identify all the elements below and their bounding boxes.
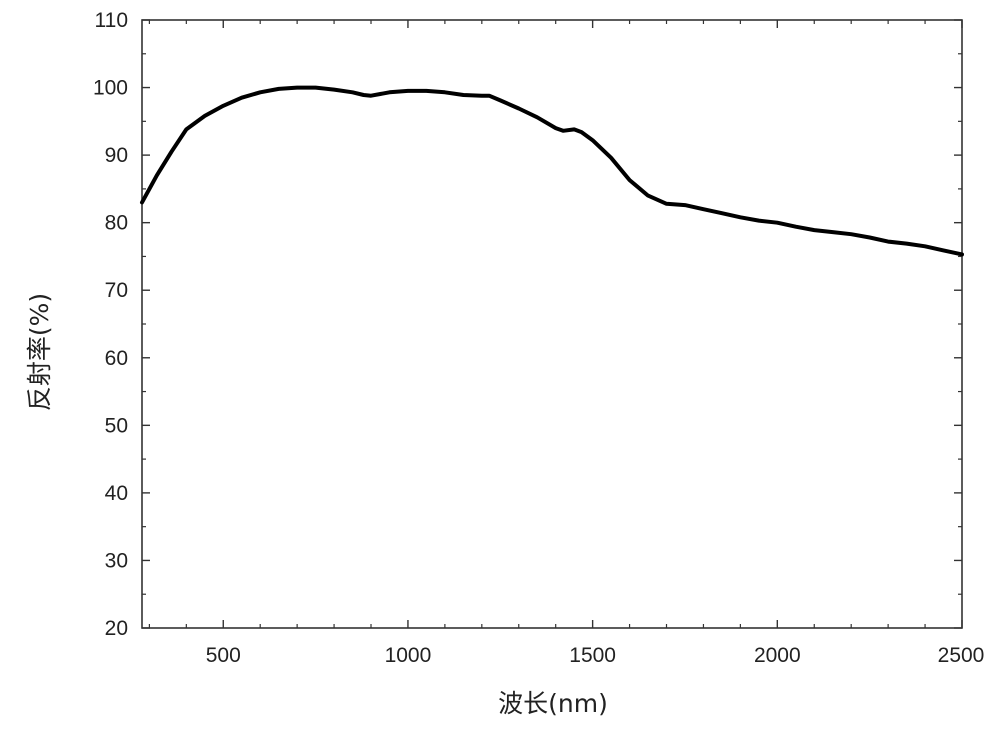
x-tick-label: 500 <box>206 644 241 667</box>
y-tick-label: 100 <box>93 77 128 100</box>
y-tick-label: 110 <box>95 9 128 32</box>
y-tick-label: 30 <box>105 549 128 572</box>
x-tick-label: 1500 <box>569 644 616 667</box>
x-axis-title: 波长(nm) <box>498 689 608 718</box>
y-tick-label: 20 <box>105 617 128 640</box>
y-tick-label: 50 <box>105 414 128 437</box>
y-tick-label: 80 <box>105 212 128 235</box>
series-layer <box>140 85 964 257</box>
x-tick-label: 2000 <box>754 644 801 667</box>
x-tick-label: 2500 <box>938 644 985 667</box>
x-axis-ticks: 500 1000 1500 2000 2500 <box>148 20 985 667</box>
reflectance-series-line <box>140 85 964 257</box>
y-tick-label: 60 <box>105 347 128 370</box>
y-axis-ticks: 20 30 40 50 60 70 80 90 100 110 <box>93 9 962 640</box>
y-tick-label: 70 <box>105 279 128 302</box>
y-tick-label: 90 <box>105 144 128 167</box>
plot-frame <box>141 19 963 629</box>
plot-area-border <box>141 19 963 629</box>
y-axis-title: 反射率(%) <box>25 293 54 411</box>
y-tick-label: 40 <box>105 482 128 505</box>
x-tick-label: 1000 <box>385 644 432 667</box>
